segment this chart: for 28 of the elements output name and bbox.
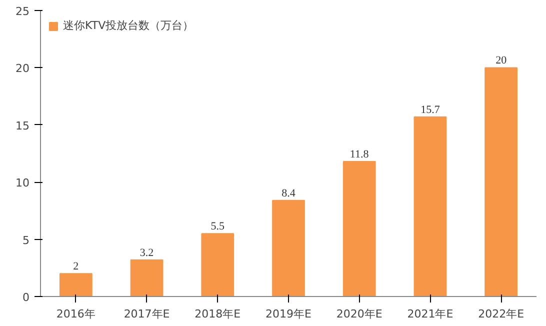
bar: [272, 200, 305, 296]
y-tick-label: 25: [16, 5, 30, 18]
bar: [414, 116, 447, 296]
data-label: 2: [73, 260, 79, 273]
bar: [201, 233, 234, 296]
x-tick-label: 2018年E: [194, 308, 241, 320]
data-label: 3.2: [140, 246, 154, 259]
data-label: 5.5: [210, 220, 226, 233]
bar: [59, 273, 92, 296]
y-tick-label: 15: [16, 119, 30, 132]
legend-label: 迷你KTV投放台数（万台）: [63, 18, 194, 33]
x-tick-label: 2022年E: [478, 308, 524, 320]
x-tick-label: 2019年E: [266, 308, 312, 320]
y-tick-label: 10: [16, 176, 30, 190]
bar: [342, 161, 376, 296]
bar: [484, 67, 518, 296]
x-tick-label: 2021年E: [407, 308, 454, 320]
x-tick-label: 2016年: [56, 308, 96, 320]
x-tick-label: 2017年E: [124, 308, 170, 320]
y-tick-label: 20: [16, 62, 30, 76]
y-tick-label: 0: [22, 291, 30, 304]
data-label: 20: [496, 54, 508, 67]
data-label: 8.4: [282, 187, 296, 200]
data-label: 15.7: [420, 104, 440, 116]
bar: [130, 259, 164, 296]
y-tick-label: 5: [22, 234, 30, 247]
data-label: 11.8: [350, 148, 370, 161]
x-tick-label: 2020年E: [336, 308, 382, 320]
